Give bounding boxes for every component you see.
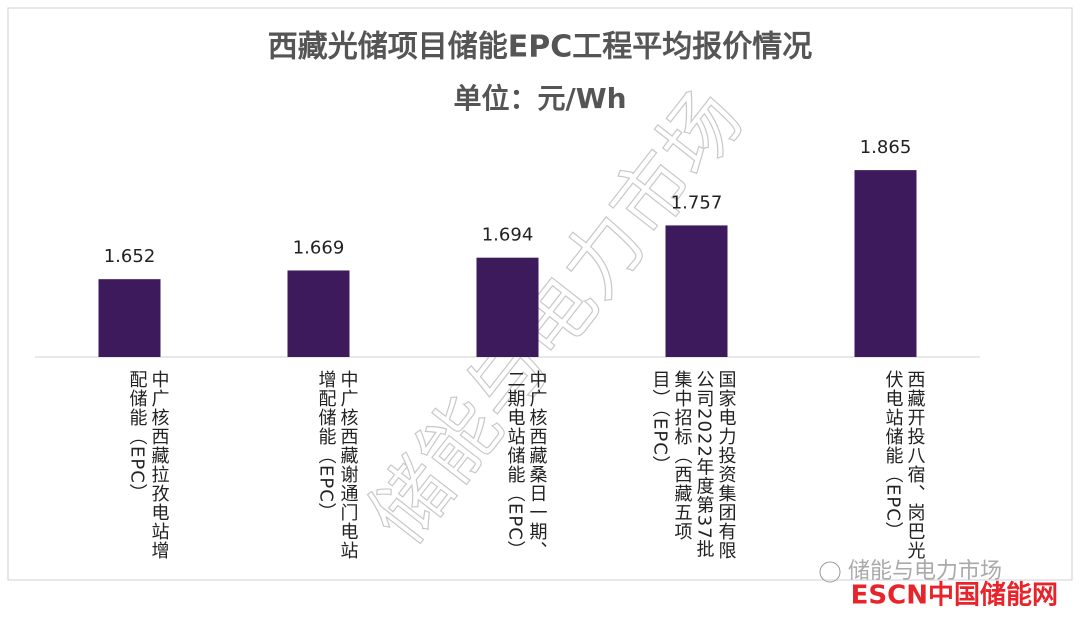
value-label: 1.757 [671, 192, 723, 213]
x-tick-label: 中广核西藏拉孜电站增配储能（EPC） [126, 370, 170, 560]
x-tick-label: 中广核西藏谢通门电站增配储能（EPC） [315, 370, 359, 560]
bar [287, 270, 350, 357]
watermark-account: 储能与电力市场 [848, 559, 1002, 584]
logo: ESCN中国储能网 [851, 580, 1058, 611]
wechat-icon [819, 561, 841, 583]
value-label: 1.652 [104, 246, 156, 267]
chart-subtitle: 单位：元/Wh [453, 82, 626, 115]
bar [476, 257, 539, 357]
bar [665, 225, 728, 357]
bar [854, 170, 917, 357]
value-label: 1.865 [860, 137, 912, 158]
chart-title: 西藏光储项目储能EPC工程平均报价情况 [268, 30, 813, 65]
value-label: 1.694 [482, 225, 534, 246]
value-label: 1.669 [293, 237, 345, 258]
bar [98, 279, 161, 357]
x-tick-label: 中广核西藏桑日一期、二期电站储能（EPC） [504, 370, 548, 560]
x-tick-label: 国家电力投资集团有限公司2022年度第37批集中招标（西藏五项目）（EPC） [649, 370, 737, 560]
x-tick-label: 西藏开投八宿、岗巴光伏电站储能（EPC） [882, 370, 926, 560]
